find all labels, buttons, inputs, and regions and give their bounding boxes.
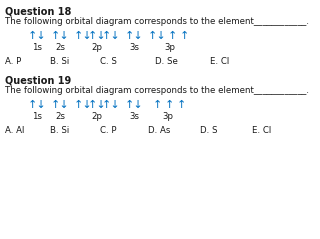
- Text: 3s: 3s: [129, 43, 139, 52]
- Text: ↑↓: ↑↓: [74, 100, 92, 110]
- Text: D. As: D. As: [148, 126, 170, 135]
- Text: ↑↓: ↑↓: [102, 31, 120, 41]
- Text: ↑: ↑: [152, 100, 162, 110]
- Text: 3p: 3p: [164, 43, 175, 52]
- Text: 2s: 2s: [55, 112, 65, 121]
- Text: ↑↓: ↑↓: [74, 31, 92, 41]
- Text: 3s: 3s: [129, 112, 139, 121]
- Text: 2p: 2p: [92, 112, 102, 121]
- Text: C. P: C. P: [100, 126, 116, 135]
- Text: B. Si: B. Si: [50, 126, 69, 135]
- Text: Question 19: Question 19: [5, 75, 71, 85]
- Text: ↑: ↑: [167, 31, 177, 41]
- Text: ↑↓: ↑↓: [88, 100, 106, 110]
- Text: 3p: 3p: [163, 112, 173, 121]
- Text: ↑↓: ↑↓: [124, 31, 143, 41]
- Text: ↑↓: ↑↓: [28, 31, 46, 41]
- Text: 2s: 2s: [55, 43, 65, 52]
- Text: The following orbital diagram corresponds to the element____________.: The following orbital diagram correspond…: [5, 86, 309, 95]
- Text: 1s: 1s: [32, 112, 42, 121]
- Text: E. Cl: E. Cl: [252, 126, 271, 135]
- Text: C. S: C. S: [100, 57, 117, 66]
- Text: ↑: ↑: [179, 31, 189, 41]
- Text: E. Cl: E. Cl: [210, 57, 229, 66]
- Text: ↑↓: ↑↓: [28, 100, 46, 110]
- Text: ↑↓: ↑↓: [88, 31, 106, 41]
- Text: D. Se: D. Se: [155, 57, 178, 66]
- Text: ↑: ↑: [176, 100, 186, 110]
- Text: ↑: ↑: [164, 100, 174, 110]
- Text: D. S: D. S: [200, 126, 218, 135]
- Text: ↑↓: ↑↓: [102, 100, 120, 110]
- Text: B. Si: B. Si: [50, 57, 69, 66]
- Text: ↑↓: ↑↓: [51, 31, 69, 41]
- Text: A. P: A. P: [5, 57, 21, 66]
- Text: ↑↓: ↑↓: [124, 100, 143, 110]
- Text: A. Al: A. Al: [5, 126, 24, 135]
- Text: ↑↓: ↑↓: [148, 31, 166, 41]
- Text: ↑↓: ↑↓: [51, 100, 69, 110]
- Text: 2p: 2p: [92, 43, 102, 52]
- Text: Question 18: Question 18: [5, 6, 71, 16]
- Text: The following orbital diagram corresponds to the element____________.: The following orbital diagram correspond…: [5, 17, 309, 26]
- Text: 1s: 1s: [32, 43, 42, 52]
